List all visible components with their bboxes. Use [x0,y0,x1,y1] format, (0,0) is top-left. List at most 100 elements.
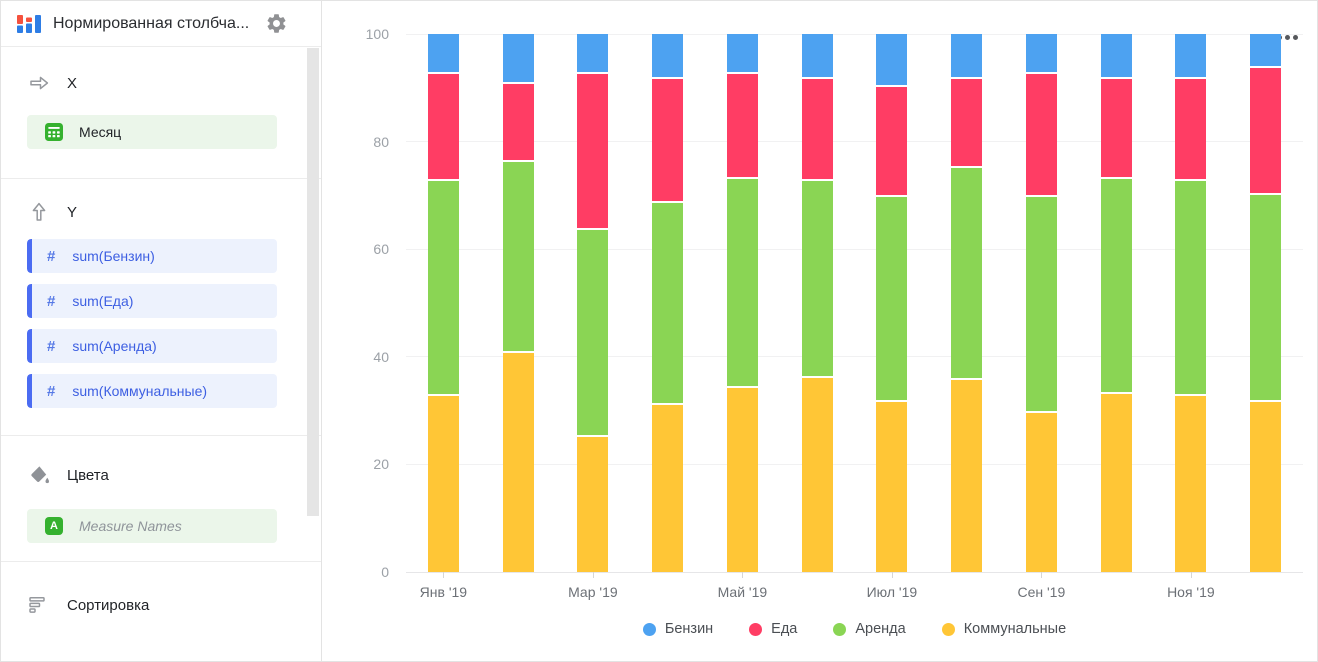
bar-segment-Коммунальные[interactable] [427,394,459,572]
bar-segment-Коммунальные[interactable] [876,399,908,572]
bar-segment-Аренда[interactable] [652,200,684,403]
dot [1285,35,1290,40]
measure-field-list: # sum(Бензин) # sum(Еда) # sum(Аренда) # sum(Ко… [1,239,321,408]
legend-item-Аренда[interactable]: Аренда [833,621,906,637]
bar-segment-Аренда[interactable] [801,179,833,376]
bar-segment-Коммунальные[interactable] [577,434,609,572]
section-sorting: Сортировка [27,592,149,618]
x-axis-tick [891,572,893,578]
bar-segment-Коммунальные[interactable] [1250,399,1282,572]
y-axis-label: 100 [365,26,389,42]
chart-preview-panel: 0 20 40 60 80 100 Янв '19 Мар '19 Май '19 Июл '19… [322,1,1317,661]
legend-item-Коммунальные[interactable]: Коммунальные [941,621,1066,637]
stacked-bar[interactable] [726,34,758,572]
field-chip-measure[interactable]: # sum(Аренда) [27,329,277,363]
chart-legend: Бензин Еда Аренда Коммунальные [406,621,1303,637]
bar-segment-Аренда[interactable] [502,160,534,352]
bar-segment-Бензин[interactable] [1100,34,1132,78]
field-chip-measure[interactable]: # sum(Бензин) [27,239,277,273]
x-axis-tick [1041,572,1043,578]
bar-segment-Аренда[interactable] [1100,176,1132,392]
legend-item-Еда[interactable]: Еда [749,621,797,637]
bar-segment-Аренда[interactable] [876,195,908,400]
bar-segment-Бензин[interactable] [427,34,459,72]
gridline-y-0 [406,571,1303,573]
gridline-y-100 [406,33,1303,35]
field-chip-month[interactable]: Месяц [27,115,277,149]
bar-segment-Коммунальные[interactable] [1100,391,1132,572]
bar-segment-Аренда[interactable] [726,176,758,387]
bar-segment-Аренда[interactable] [1175,179,1207,395]
field-chip-measure-names[interactable]: A Measure Names [27,509,277,543]
chart-type-title: Нормированная столбча... [53,15,250,32]
bar-segment-Коммунальные[interactable] [502,351,534,572]
stacked-bar[interactable] [502,34,534,572]
x-axis-tick [1190,572,1192,578]
bar-segment-Еда[interactable] [502,82,534,161]
field-chip-measure-label: sum(Бензин) [72,248,155,264]
bar-segment-Бензин[interactable] [1250,34,1282,67]
bar-segment-Аренда[interactable] [1025,195,1057,411]
gear-icon[interactable] [265,12,288,35]
hash-icon: # [47,382,56,400]
y-axis-label: 0 [381,564,389,580]
bar-segment-Бензин[interactable] [876,34,908,86]
bar-segment-Бензин[interactable] [1175,34,1207,78]
x-axis-tick [443,572,445,578]
bar-segment-Коммунальные[interactable] [726,386,758,572]
bar-segment-Еда[interactable] [876,85,908,196]
bar-segment-Бензин[interactable] [652,34,684,78]
arrow-right-icon [27,71,51,95]
x-axis-tick [592,572,594,578]
section-x: X [27,70,77,96]
stacked-bar[interactable] [1250,34,1282,572]
legend-item-Бензин[interactable]: Бензин [642,621,714,637]
bar-segment-Бензин[interactable] [801,34,833,78]
sidebar-scrollbar[interactable] [307,48,319,516]
bar-segment-Коммунальные[interactable] [652,402,684,572]
bar-segment-Еда[interactable] [1250,66,1282,193]
bar-segment-Бензин[interactable] [726,34,758,72]
bar-segment-Аренда[interactable] [427,179,459,395]
bar-segment-Аренда[interactable] [1250,192,1282,400]
stacked-bar[interactable] [577,34,609,572]
bar-segment-Еда[interactable] [951,77,983,166]
field-chip-measure[interactable]: # sum(Коммунальные) [27,374,277,408]
bar-segment-Коммунальные[interactable] [1025,410,1057,572]
bar-segment-Еда[interactable] [726,71,758,177]
bar-segment-Еда[interactable] [1025,71,1057,196]
stacked-bar[interactable] [1100,34,1132,572]
x-axis-tick [742,572,744,578]
stacked-bar[interactable] [427,34,459,572]
bar-segment-Коммунальные[interactable] [951,378,983,572]
stacked-bar[interactable] [1175,34,1207,572]
bar-segment-Еда[interactable] [1100,77,1132,177]
bar-segment-Еда[interactable] [427,71,459,180]
hash-icon: # [47,292,56,310]
bar-segment-Еда[interactable] [1175,77,1207,180]
stacked-bar[interactable] [1025,34,1057,572]
bar-segment-Коммунальные[interactable] [801,375,833,572]
bar-segment-Бензин[interactable] [1025,34,1057,72]
stacked-bar[interactable] [951,34,983,572]
a-icon: A [45,517,63,535]
stacked-bar[interactable] [876,34,908,572]
bar-segment-Бензин[interactable] [951,34,983,78]
bar-segment-Бензин[interactable] [502,34,534,83]
bar-segment-Бензин[interactable] [577,34,609,72]
field-chip-measure[interactable]: # sum(Еда) [27,284,277,318]
x-axis-label: Янв '19 [419,584,468,600]
x-axis-label: Сен '19 [1017,584,1066,600]
stacked-bar[interactable] [652,34,684,572]
bar-segment-Коммунальные[interactable] [1175,394,1207,572]
sidebar-divider [321,1,322,661]
legend-label: Бензин [664,621,714,637]
bar-segment-Еда[interactable] [577,71,609,228]
bar-segment-Аренда[interactable] [951,165,983,379]
bar-segment-Аренда[interactable] [577,227,609,435]
bar-segment-Еда[interactable] [652,77,684,201]
calendar-icon [45,123,63,141]
gridline-y-20 [406,463,1303,465]
bar-segment-Еда[interactable] [801,77,833,180]
stacked-bar[interactable] [801,34,833,572]
